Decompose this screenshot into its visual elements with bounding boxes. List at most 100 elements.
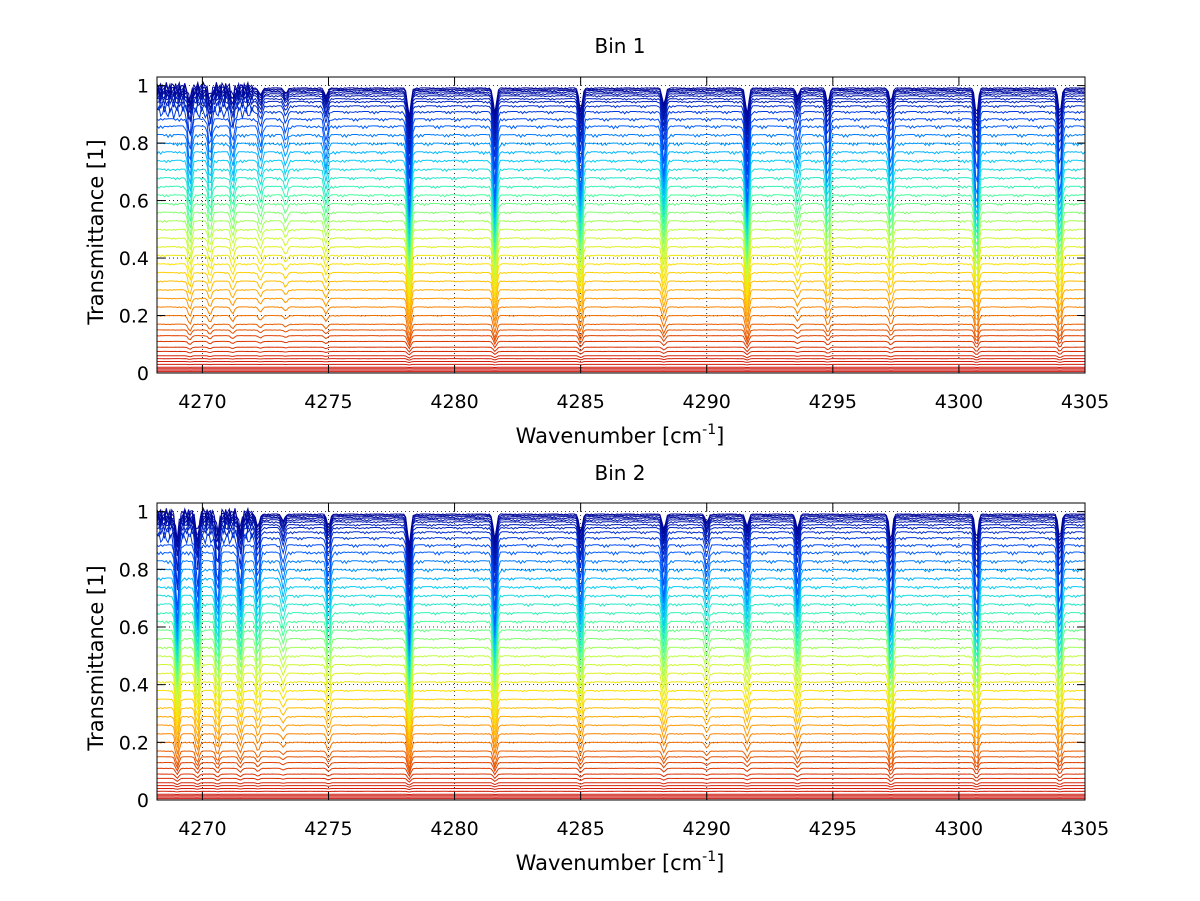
series-line bbox=[157, 782, 1085, 786]
series-line bbox=[157, 340, 1085, 350]
series-line bbox=[157, 142, 1085, 223]
series-line bbox=[157, 724, 1085, 754]
series-line bbox=[157, 271, 1085, 308]
series-line bbox=[157, 125, 1085, 212]
x-tick-label: 4280 bbox=[430, 818, 478, 840]
series-line bbox=[157, 306, 1085, 330]
x-tick-label: 4290 bbox=[683, 818, 731, 840]
series-line bbox=[157, 512, 1085, 564]
series-line bbox=[157, 91, 1085, 147]
series-line bbox=[157, 777, 1085, 783]
series-line bbox=[157, 263, 1085, 302]
series-line bbox=[157, 289, 1085, 320]
series-line bbox=[157, 80, 1085, 117]
series-line bbox=[157, 211, 1085, 268]
x-axis-label-main: Wavenumber [cm bbox=[516, 851, 702, 875]
series-line bbox=[157, 93, 1085, 155]
series-line bbox=[157, 506, 1085, 546]
series-line bbox=[157, 715, 1085, 749]
y-tick-label: 0.8 bbox=[119, 559, 149, 581]
series-line bbox=[157, 228, 1085, 280]
series-line bbox=[157, 672, 1085, 722]
series-line bbox=[157, 629, 1085, 694]
series-line bbox=[157, 358, 1085, 361]
series-line bbox=[157, 159, 1085, 234]
x-tick-label: 4275 bbox=[304, 391, 352, 413]
axes-frame bbox=[156, 76, 1086, 374]
series-group bbox=[157, 506, 1085, 800]
subplot-bin-2: Bin 2 4270 4275 4280 4285 4290 4295 4300 4305 0 0… bbox=[84, 461, 1109, 875]
series-line bbox=[157, 761, 1085, 776]
series-line bbox=[157, 520, 1085, 585]
x-axis-label: Wavenumber [cm-1] bbox=[516, 422, 725, 448]
series-line bbox=[157, 741, 1085, 765]
series-line bbox=[157, 346, 1085, 353]
x-tick-label: 4270 bbox=[178, 818, 226, 840]
series-line bbox=[157, 603, 1085, 680]
series-line bbox=[157, 297, 1085, 325]
series-line bbox=[157, 168, 1085, 240]
x-tick-label: 4300 bbox=[935, 818, 983, 840]
x-tick-label: 4280 bbox=[430, 391, 478, 413]
subplot-title: Bin 1 bbox=[594, 34, 645, 58]
subplot-bin-1: Bin 1 4270 4275 4280 4285 4290 4295 4300 4305 0 0… bbox=[84, 34, 1109, 448]
series-line bbox=[157, 355, 1085, 359]
series-line bbox=[157, 202, 1085, 263]
axes-frame bbox=[156, 502, 1086, 801]
x-axis-label-superscript: -1 bbox=[702, 422, 716, 438]
series-line bbox=[157, 517, 1085, 578]
x-tick-label: 4300 bbox=[935, 391, 983, 413]
series-line bbox=[157, 594, 1085, 673]
series-line bbox=[157, 785, 1085, 788]
series-line bbox=[157, 750, 1085, 769]
series-line bbox=[157, 551, 1085, 646]
series-line bbox=[157, 655, 1085, 711]
plot-area: 4270 4275 4280 4285 4290 4295 4300 4305 0 0.2 0.4 0… bbox=[119, 502, 1109, 840]
series-group bbox=[157, 80, 1085, 373]
series-line bbox=[157, 363, 1085, 366]
x-axis-label-end: ] bbox=[716, 424, 724, 448]
series-line bbox=[157, 83, 1085, 125]
series-line bbox=[157, 767, 1085, 778]
x-tick-label: 4270 bbox=[178, 391, 226, 413]
series-line bbox=[157, 81, 1085, 120]
series-line bbox=[157, 568, 1085, 657]
series-line bbox=[157, 84, 1085, 129]
series-line bbox=[157, 237, 1085, 286]
series-line bbox=[157, 88, 1085, 139]
series-line bbox=[157, 254, 1085, 296]
series-line bbox=[157, 524, 1085, 597]
series-line bbox=[157, 185, 1085, 253]
y-tick-label: 0.6 bbox=[119, 617, 149, 639]
series-line bbox=[157, 559, 1085, 651]
x-tick-label: 4295 bbox=[809, 818, 857, 840]
x-tick-label: 4275 bbox=[304, 818, 352, 840]
series-line bbox=[157, 681, 1085, 727]
series-line bbox=[157, 86, 1085, 134]
plot-area: 4270 4275 4280 4285 4290 4295 4300 4305 0 0.2 0.4 0… bbox=[119, 76, 1109, 413]
x-axis-label-superscript: -1 bbox=[702, 849, 716, 865]
series-line bbox=[157, 98, 1085, 165]
y-axis-label: Transmittance [1] bbox=[84, 565, 108, 751]
y-tick-label: 0.4 bbox=[119, 675, 149, 697]
y-tick-label: 0.2 bbox=[119, 732, 149, 754]
series-line bbox=[157, 280, 1085, 314]
y-tick-label: 1 bbox=[137, 502, 149, 524]
series-line bbox=[157, 219, 1085, 275]
series-line bbox=[157, 508, 1085, 549]
series-line bbox=[157, 335, 1085, 348]
series-line bbox=[157, 543, 1085, 630]
y-tick-label: 0.6 bbox=[119, 191, 149, 213]
subplot-title: Bin 2 bbox=[594, 461, 645, 485]
x-tick-label: 4290 bbox=[683, 391, 731, 413]
series-line bbox=[157, 585, 1085, 667]
series-line bbox=[157, 531, 1085, 611]
y-tick-label: 1 bbox=[137, 76, 149, 98]
series-line bbox=[157, 577, 1085, 662]
series-line bbox=[157, 509, 1085, 554]
series-line bbox=[157, 176, 1085, 247]
series-line bbox=[157, 104, 1085, 179]
series-line bbox=[157, 511, 1085, 558]
series-line bbox=[157, 514, 1085, 569]
x-tick-label: 4285 bbox=[556, 818, 604, 840]
